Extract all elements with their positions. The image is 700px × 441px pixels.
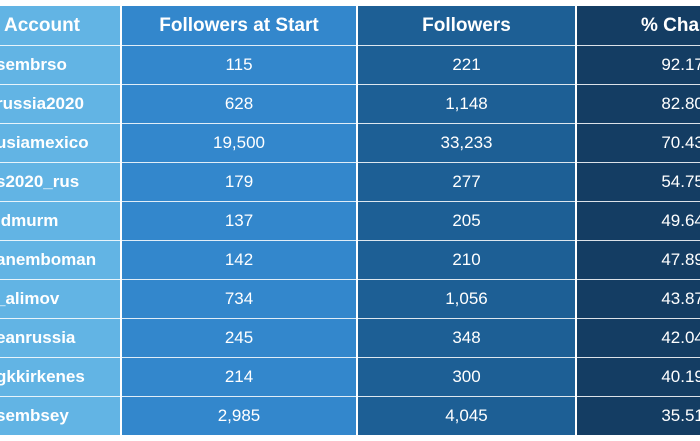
followers-at-start-cell: 214 bbox=[122, 357, 356, 396]
followers-cell: 33,233 bbox=[358, 123, 575, 162]
percent-change-cell: 42.04% bbox=[577, 318, 700, 357]
header-percent-change: % Change bbox=[577, 6, 700, 45]
account-cell: sembrso bbox=[0, 45, 120, 84]
followers-cell: 1,056 bbox=[358, 279, 575, 318]
account-cell: _alimov bbox=[0, 279, 120, 318]
followers-cell: 1,148 bbox=[358, 84, 575, 123]
header-account: Account bbox=[0, 6, 120, 45]
followers-cell: 4,045 bbox=[358, 396, 575, 435]
percent-change-cell: 47.89% bbox=[577, 240, 700, 279]
account-cell: anemboman bbox=[0, 240, 120, 279]
followers-cell: 221 bbox=[358, 45, 575, 84]
account-cell: s2020_rus bbox=[0, 162, 120, 201]
followers-at-start-cell: 19,500 bbox=[122, 123, 356, 162]
header-followers: Followers bbox=[358, 6, 575, 45]
percent-change-cell: 43.87% bbox=[577, 279, 700, 318]
followers-at-start-cell: 2,985 bbox=[122, 396, 356, 435]
percent-change-cell: 92.17% bbox=[577, 45, 700, 84]
percent-change-cell: 35.51% bbox=[577, 396, 700, 435]
account-cell: usiamexico bbox=[0, 123, 120, 162]
percent-change-cell: 54.75% bbox=[577, 162, 700, 201]
followers-at-start-cell: 628 bbox=[122, 84, 356, 123]
account-cell: sembsey bbox=[0, 396, 120, 435]
followers-cell: 277 bbox=[358, 162, 575, 201]
followers-at-start-cell: 142 bbox=[122, 240, 356, 279]
percent-change-cell: 70.43% bbox=[577, 123, 700, 162]
account-cell: gkkirkenes bbox=[0, 357, 120, 396]
followers-at-start-cell: 137 bbox=[122, 201, 356, 240]
percent-change-cell: 40.19% bbox=[577, 357, 700, 396]
followers-cell: 300 bbox=[358, 357, 575, 396]
followers-at-start-cell: 179 bbox=[122, 162, 356, 201]
percent-change-cell: 49.64% bbox=[577, 201, 700, 240]
account-cell: russia2020 bbox=[0, 84, 120, 123]
followers-cell: 205 bbox=[358, 201, 575, 240]
followers-cell: 348 bbox=[358, 318, 575, 357]
header-followers-at-start: Followers at Start bbox=[122, 6, 356, 45]
followers-at-start-cell: 734 bbox=[122, 279, 356, 318]
percent-change-cell: 82.80% bbox=[577, 84, 700, 123]
account-cell: idmurm bbox=[0, 201, 120, 240]
followers-at-start-cell: 115 bbox=[122, 45, 356, 84]
followers-cell: 210 bbox=[358, 240, 575, 279]
account-cell: eanrussia bbox=[0, 318, 120, 357]
table-grid: Account Followers at Start Followers % C… bbox=[0, 6, 700, 435]
followers-at-start-cell: 245 bbox=[122, 318, 356, 357]
